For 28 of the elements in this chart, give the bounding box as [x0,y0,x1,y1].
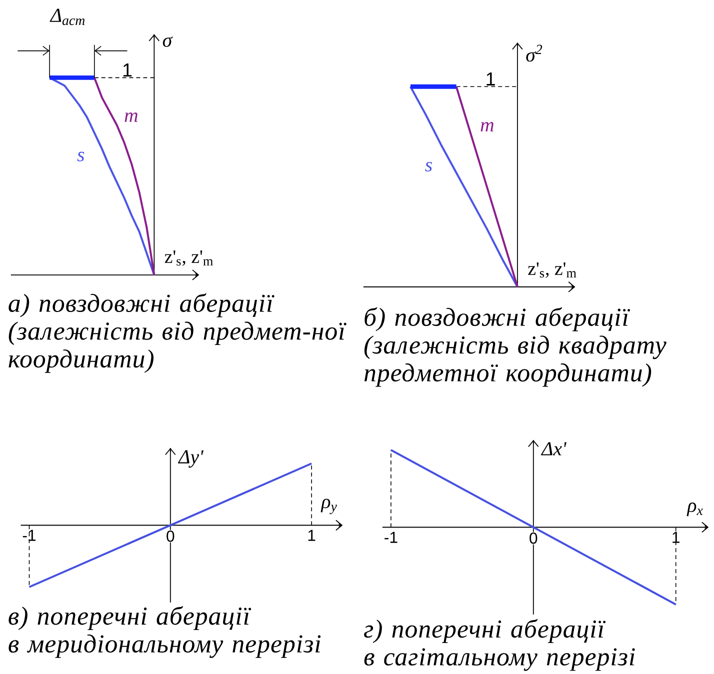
ref-line-label: 1 [486,72,495,86]
y-axis-title: σ [162,36,173,47]
text: (залежність від квадрату предметної координати) [364,335,666,387]
text: Δ$_{аст}$ [50,8,85,25]
x-tick-label: 0 [530,532,538,544]
y-axis-title: σ$^{2}$ [526,44,542,62]
x-tick-label: -1 [384,532,398,543]
series-label: s [77,152,84,162]
x-tick-label: 1 [308,530,316,541]
x-axis-title: ρ$_{y}$ [320,498,337,514]
x-axis-title: z'$_{s}$, z'$_{m}$ [164,250,213,266]
text: (залежність від предмет-ної координати) [8,321,346,373]
text: б) повздовжні аберації [364,307,630,332]
series-label: m [480,122,494,132]
x-tick-label: 0 [166,530,174,542]
text: в сагітальному перерізі [364,648,635,671]
text: г) поперечні аберації [364,618,606,643]
text: а) повздовжні аберації [8,293,274,318]
x-axis-title: ρ$_{x}$ [686,502,703,516]
x-axis-title: z'$_{s}$, z'$_{m}$ [528,262,576,278]
series-label: m [124,112,138,122]
y-axis-title: Δy' [178,450,204,468]
y-axis-title: Δx' [540,442,567,456]
ref-line-label: 1 [123,63,132,76]
series-label: s [425,162,432,172]
x-tick-label: -1 [22,530,36,541]
text: в меридіональному перерізі [8,634,321,658]
text: в) поперечні аберації [8,606,252,630]
